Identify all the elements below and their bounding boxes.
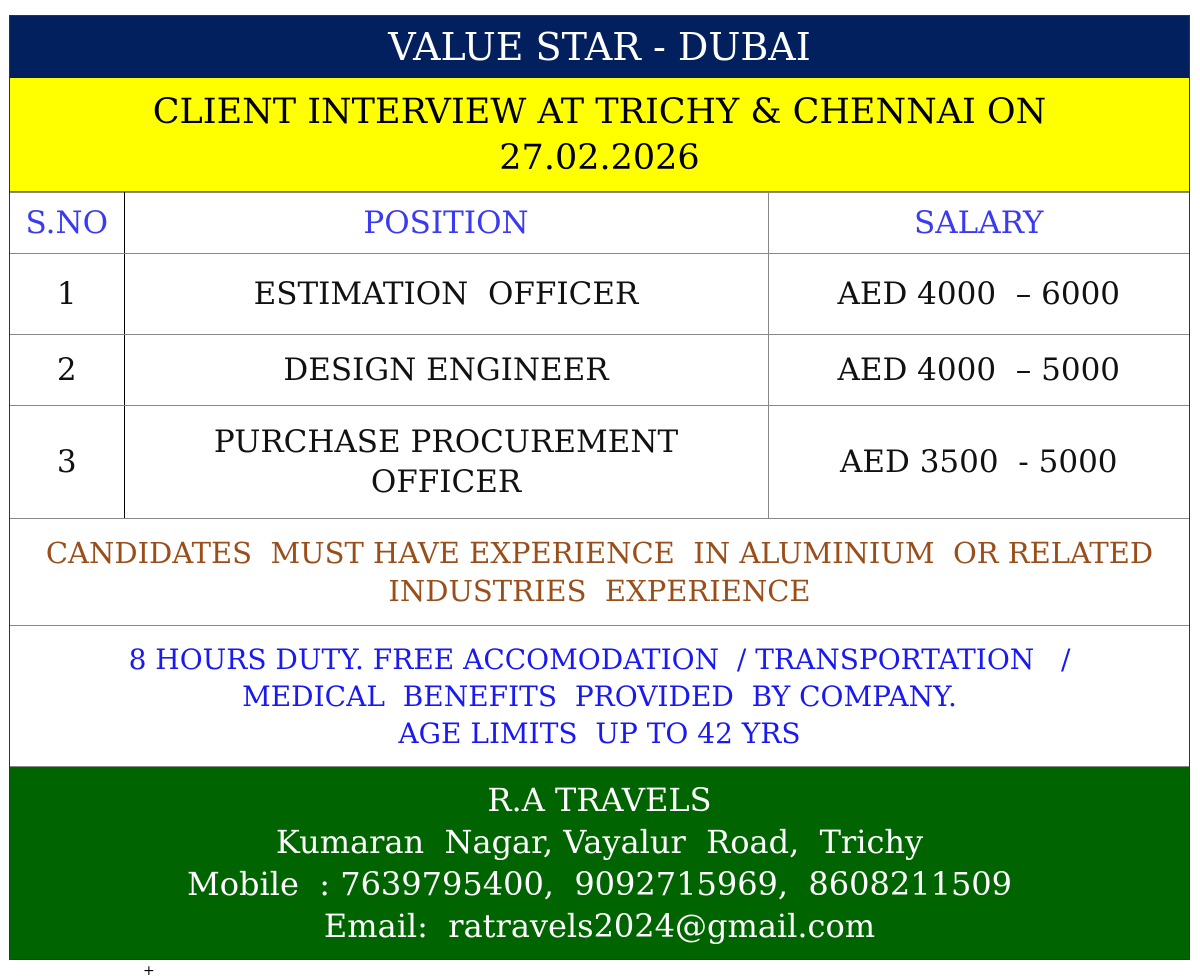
agency-mobile: Mobile : 7639795400, 9092715969, 8608211… xyxy=(186,865,1013,903)
interview-date: 27.02.2026 xyxy=(499,137,700,178)
column-header-salary: SALARY xyxy=(767,192,1189,254)
benefits-line: 8 HOURS DUTY. FREE ACCOMODATION / TRANSP… xyxy=(128,642,1071,676)
company-title: VALUE STAR - DUBAI xyxy=(10,16,1189,78)
agency-address: Kumaran Nagar, Vayalur Road, Trichy xyxy=(275,823,924,861)
row-sno: 1 xyxy=(10,253,125,335)
benefits-note: 8 HOURS DUTY. FREE ACCOMODATION / TRANSP… xyxy=(10,626,1189,767)
table-row: 1 ESTIMATION OFFICER AED 4000 – 6000 xyxy=(10,253,1189,335)
plus-mark: + xyxy=(143,963,155,979)
job-poster: VALUE STAR - DUBAI CLIENT INTERVIEW AT T… xyxy=(9,15,1190,960)
interview-banner: CLIENT INTERVIEW AT TRICHY & CHENNAI ON … xyxy=(10,78,1189,192)
row-sno: 2 xyxy=(10,334,125,406)
benefits-line: AGE LIMITS UP TO 42 YRS xyxy=(398,716,801,750)
column-header-sno: S.NO xyxy=(10,192,125,254)
requirements-line: INDUSTRIES EXPERIENCE xyxy=(388,574,811,608)
row-position: DESIGN ENGINEER xyxy=(123,334,769,406)
positions-table: S.NO POSITION SALARY 1 ESTIMATION OFFICE… xyxy=(10,192,1189,519)
benefits-line: MEDICAL BENEFITS PROVIDED BY COMPANY. xyxy=(242,679,957,713)
table-header-row: S.NO POSITION SALARY xyxy=(10,192,1189,254)
row-salary: AED 4000 – 5000 xyxy=(767,334,1189,406)
row-salary: AED 4000 – 6000 xyxy=(767,253,1189,335)
agency-name: R.A TRAVELS xyxy=(487,781,712,819)
agency-contact: R.A TRAVELS Kumaran Nagar, Vayalur Road,… xyxy=(10,767,1189,959)
row-salary: AED 3500 - 5000 xyxy=(767,405,1189,519)
row-position: ESTIMATION OFFICER xyxy=(123,253,769,335)
requirements-note: CANDIDATES MUST HAVE EXPERIENCE IN ALUMI… xyxy=(10,519,1189,626)
row-sno: 3 xyxy=(10,405,125,519)
requirements-line: CANDIDATES MUST HAVE EXPERIENCE IN ALUMI… xyxy=(45,536,1154,570)
agency-email[interactable]: Email: ratravels2024@gmail.com xyxy=(323,907,876,945)
table-row: 2 DESIGN ENGINEER AED 4000 – 5000 xyxy=(10,334,1189,406)
table-row: 3 PURCHASE PROCUREMENT OFFICER AED 3500 … xyxy=(10,405,1189,519)
row-position: PURCHASE PROCUREMENT OFFICER xyxy=(123,405,769,519)
column-header-position: POSITION xyxy=(123,192,769,254)
interview-location: CLIENT INTERVIEW AT TRICHY & CHENNAI ON xyxy=(152,91,1047,132)
